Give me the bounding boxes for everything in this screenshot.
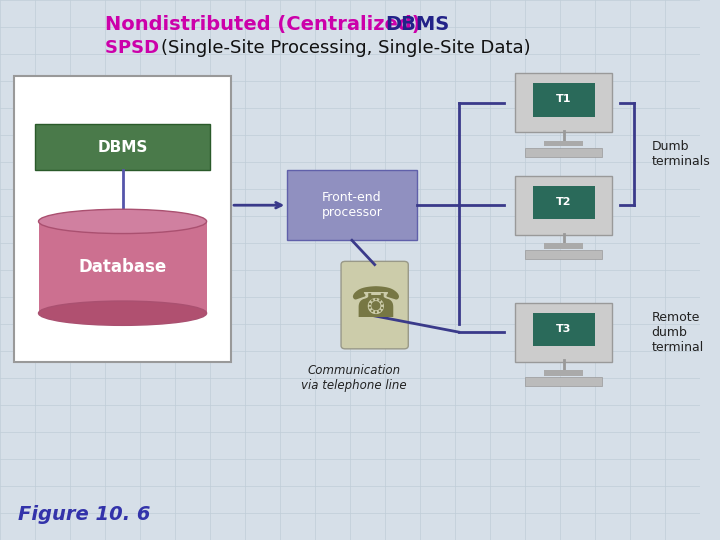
Text: T3: T3 xyxy=(556,324,572,334)
Text: ☎: ☎ xyxy=(348,284,400,326)
FancyBboxPatch shape xyxy=(35,124,210,170)
Ellipse shape xyxy=(38,209,207,233)
Text: DBMS: DBMS xyxy=(385,15,449,34)
FancyBboxPatch shape xyxy=(515,302,613,362)
FancyBboxPatch shape xyxy=(341,261,408,349)
Text: T1: T1 xyxy=(556,94,572,104)
FancyBboxPatch shape xyxy=(287,170,417,240)
Ellipse shape xyxy=(38,301,207,325)
Text: (Single-Site Processing, Single-Site Data): (Single-Site Processing, Single-Site Dat… xyxy=(161,38,531,57)
FancyBboxPatch shape xyxy=(544,243,583,248)
FancyBboxPatch shape xyxy=(525,377,602,387)
FancyBboxPatch shape xyxy=(525,148,602,157)
Text: T2: T2 xyxy=(556,197,572,207)
Text: DBMS: DBMS xyxy=(97,140,148,155)
FancyBboxPatch shape xyxy=(533,83,595,117)
FancyBboxPatch shape xyxy=(544,370,583,376)
Text: Figure 10. 6: Figure 10. 6 xyxy=(17,505,150,524)
FancyBboxPatch shape xyxy=(14,76,231,362)
FancyBboxPatch shape xyxy=(533,186,595,219)
Text: Communication
via telephone line: Communication via telephone line xyxy=(301,364,407,393)
FancyBboxPatch shape xyxy=(38,221,207,313)
FancyBboxPatch shape xyxy=(533,313,595,346)
FancyBboxPatch shape xyxy=(515,176,613,234)
Text: Database: Database xyxy=(78,258,166,276)
FancyBboxPatch shape xyxy=(515,73,613,132)
Text: Dumb
terminals: Dumb terminals xyxy=(652,140,710,168)
Text: Nondistributed (Centralized): Nondistributed (Centralized) xyxy=(105,15,428,34)
Text: Front-end
processor: Front-end processor xyxy=(321,191,382,219)
Text: SPSD: SPSD xyxy=(105,38,166,57)
FancyBboxPatch shape xyxy=(544,141,583,146)
FancyBboxPatch shape xyxy=(525,250,602,259)
Text: Remote
dumb
terminal: Remote dumb terminal xyxy=(652,310,703,354)
